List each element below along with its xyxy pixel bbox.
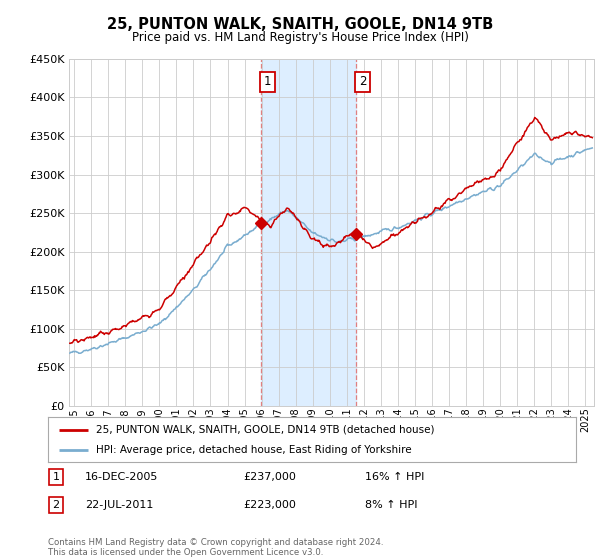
Text: 8% ↑ HPI: 8% ↑ HPI [365, 500, 418, 510]
Bar [261, 59, 356, 406]
Text: Contains HM Land Registry data © Crown copyright and database right 2024.
This d: Contains HM Land Registry data © Crown c… [48, 538, 383, 557]
Text: 16-DEC-2005: 16-DEC-2005 [85, 472, 158, 482]
Text: Price paid vs. HM Land Registry's House Price Index (HPI): Price paid vs. HM Land Registry's House … [131, 31, 469, 44]
Text: 22-JUL-2011: 22-JUL-2011 [85, 500, 154, 510]
Text: 1: 1 [52, 472, 59, 482]
Text: £237,000: £237,000 [244, 472, 296, 482]
Text: 2: 2 [359, 76, 366, 88]
Text: 2: 2 [52, 500, 59, 510]
Text: £223,000: £223,000 [244, 500, 296, 510]
Text: HPI: Average price, detached house, East Riding of Yorkshire: HPI: Average price, detached house, East… [95, 445, 411, 455]
Text: 16% ↑ HPI: 16% ↑ HPI [365, 472, 424, 482]
Text: 25, PUNTON WALK, SNAITH, GOOLE, DN14 9TB: 25, PUNTON WALK, SNAITH, GOOLE, DN14 9TB [107, 17, 493, 32]
Text: 25, PUNTON WALK, SNAITH, GOOLE, DN14 9TB (detached house): 25, PUNTON WALK, SNAITH, GOOLE, DN14 9TB… [95, 424, 434, 435]
Text: 1: 1 [263, 76, 271, 88]
